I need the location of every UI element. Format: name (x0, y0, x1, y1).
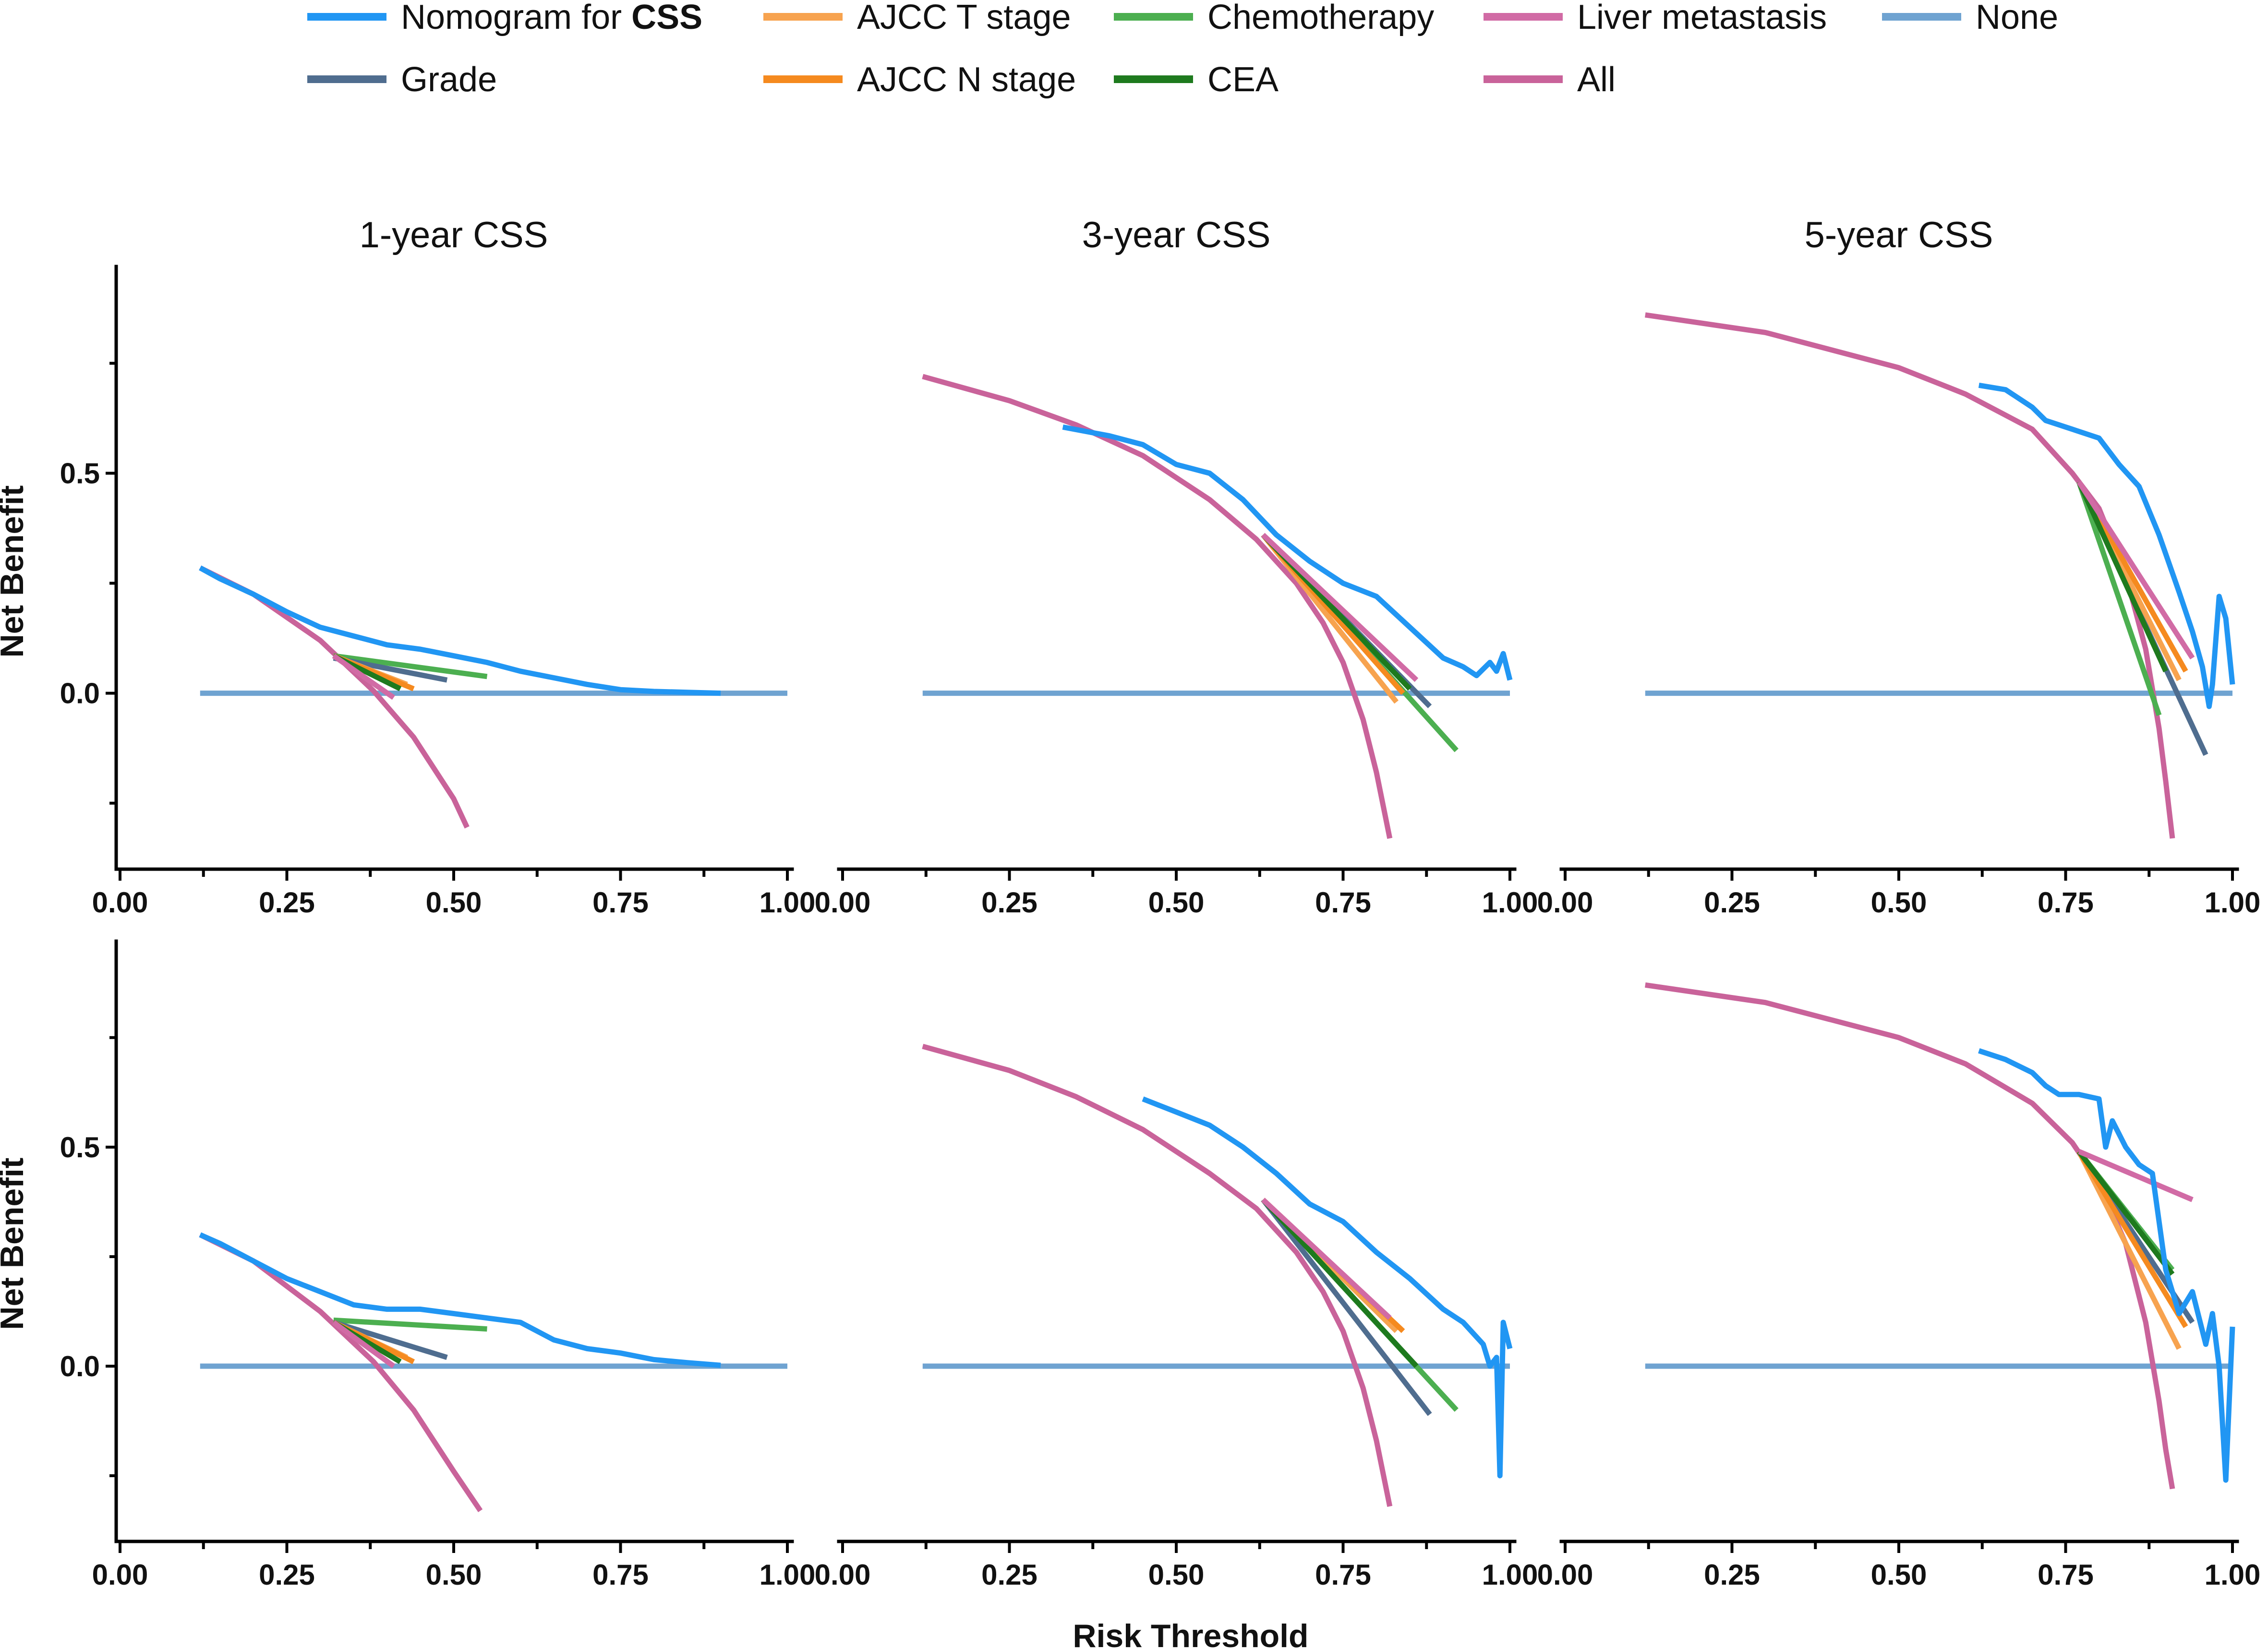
series-line-liver (2078, 1149, 2194, 1202)
panel-4: 0.00 0.25 0.50 0.75 1.00 0.5 0.0 (60, 939, 816, 1591)
x-tick-label: 0.75 (1315, 886, 1371, 919)
x-tick-label: 0.25 (981, 886, 1037, 919)
x-tick-label: 1.00 (2205, 1559, 2261, 1591)
x-tick-label: 1.00 (1482, 886, 1538, 919)
legend-label-liver: Liver metastasis (1577, 0, 1827, 36)
legend-label-bold: CSS (631, 0, 702, 36)
x-tick-label: 0.50 (1148, 886, 1205, 919)
series-line-t_stage (2076, 1150, 2182, 1350)
x-tick-label: 0.50 (1871, 886, 1927, 919)
series-line-liver (332, 1320, 396, 1369)
legend-label-none: None (1976, 0, 2058, 36)
x-tick-label: 0.00 (815, 886, 871, 919)
legend-label-all: All (1577, 61, 1616, 99)
x-tick-label: 0.00 (92, 1559, 148, 1591)
series-line-nomogram (1978, 382, 2235, 709)
series-line-liver (332, 654, 396, 700)
legend-label-t_stage: AJCC T stage (857, 0, 1071, 36)
chart-panels: 1-year CSS 0.00 0.25 0.50 0.75 1.00 0.5 0.0 3-ye… (60, 215, 2261, 1591)
x-tick-label: 1.00 (760, 1559, 816, 1591)
x-tick-label: 0.50 (426, 1559, 482, 1591)
x-tick-label: 0.25 (1704, 1559, 1760, 1591)
legend-label-nomogram: Nomogram for CSS (401, 0, 702, 36)
y-tick-label: 0.0 (60, 1350, 100, 1382)
x-tick-label: 0.75 (592, 886, 649, 919)
legend-label-chemo: Chemotherapy (1207, 0, 1434, 36)
x-tick-label: 0.50 (1871, 1559, 1927, 1591)
series-line-liver (2076, 480, 2195, 660)
series-line-n_stage (2076, 1150, 2188, 1328)
y-tick-label: 0.5 (60, 458, 100, 490)
x-tick-label: 0.25 (1704, 886, 1760, 919)
x-tick-label: 0.75 (592, 1559, 649, 1591)
x-tick-label: 0.00 (92, 886, 148, 919)
series-line-chemo (2076, 481, 2162, 716)
y-axis-title-top: Net Benefit (0, 485, 30, 658)
y-tick-label: 0.0 (60, 678, 100, 710)
x-axis-title: Risk Threshold (1073, 1618, 1308, 1649)
legend-label-cea: CEA (1207, 61, 1279, 99)
x-tick-label: 0.50 (426, 886, 482, 919)
x-tick-label: 0.00 (1537, 1559, 1593, 1591)
panel-title: 1-year CSS (360, 215, 548, 255)
x-tick-label: 1.00 (1482, 1559, 1538, 1591)
x-tick-label: 0.75 (2038, 886, 2094, 919)
panel-title: 3-year CSS (1082, 215, 1271, 255)
x-tick-label: 0.25 (259, 886, 315, 919)
series-line-all (922, 1043, 1393, 1507)
series-line-all (922, 374, 1393, 839)
legend-label-grade: Grade (401, 61, 497, 99)
series-line-nomogram (199, 1232, 721, 1368)
legend-label-n_stage: AJCC N stage (857, 61, 1076, 99)
series-line-all (1645, 312, 2175, 839)
series-line-cea (2076, 1150, 2175, 1276)
series-line-liver (1261, 533, 1419, 682)
x-tick-label: 0.25 (981, 1559, 1037, 1591)
series-line-nomogram (1978, 1048, 2235, 1483)
y-tick-label: 0.5 (60, 1131, 100, 1164)
series-line-nomogram (1142, 1096, 1513, 1479)
panel-6: 0.00 0.25 0.50 0.75 1.00 (1537, 982, 2261, 1591)
panel-1: 1-year CSS 0.00 0.25 0.50 0.75 1.00 0.5 0.0 (60, 215, 816, 919)
series-line-cea (2076, 481, 2168, 673)
series-line-chemo (333, 653, 488, 679)
x-tick-label: 0.00 (1537, 886, 1593, 919)
series-line-cea (1261, 1198, 1419, 1368)
x-tick-label: 0.75 (2038, 1559, 2094, 1591)
legend: Nomogram for CSS AJCC T stage Chemotherapy… (307, 0, 2058, 99)
x-tick-label: 0.00 (815, 1559, 871, 1591)
series-line-all (199, 565, 470, 829)
panel-2: 3-year CSS 0.00 0.25 0.50 0.75 1.00 (815, 215, 1538, 919)
panel-title: 5-year CSS (1805, 215, 1993, 255)
series-line-grade (333, 1320, 448, 1360)
series-line-nomogram (1062, 424, 1513, 681)
panel-5: 0.00 0.25 0.50 0.75 1.00 (815, 1043, 1538, 1591)
x-tick-label: 0.75 (1315, 1559, 1371, 1591)
series-line-liver (1261, 1198, 1392, 1320)
y-axis-title-bottom: Net Benefit (0, 1158, 30, 1330)
panel-3: 5-year CSS 0.00 0.25 0.50 0.75 1.00 (1537, 215, 2261, 919)
series-line-all (199, 1232, 483, 1513)
x-tick-label: 0.50 (1148, 1559, 1205, 1591)
series-line-chemo (333, 1317, 487, 1332)
series-line-grade (1261, 1198, 1432, 1416)
x-tick-label: 1.00 (760, 886, 816, 919)
series-line-nomogram (199, 565, 721, 696)
x-tick-label: 1.00 (2205, 886, 2261, 919)
x-tick-label: 0.25 (259, 1559, 315, 1591)
series-line-all (1645, 982, 2175, 1490)
